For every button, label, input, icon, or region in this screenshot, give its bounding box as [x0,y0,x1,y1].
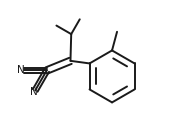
Text: N: N [17,66,25,75]
Text: N: N [30,87,38,97]
